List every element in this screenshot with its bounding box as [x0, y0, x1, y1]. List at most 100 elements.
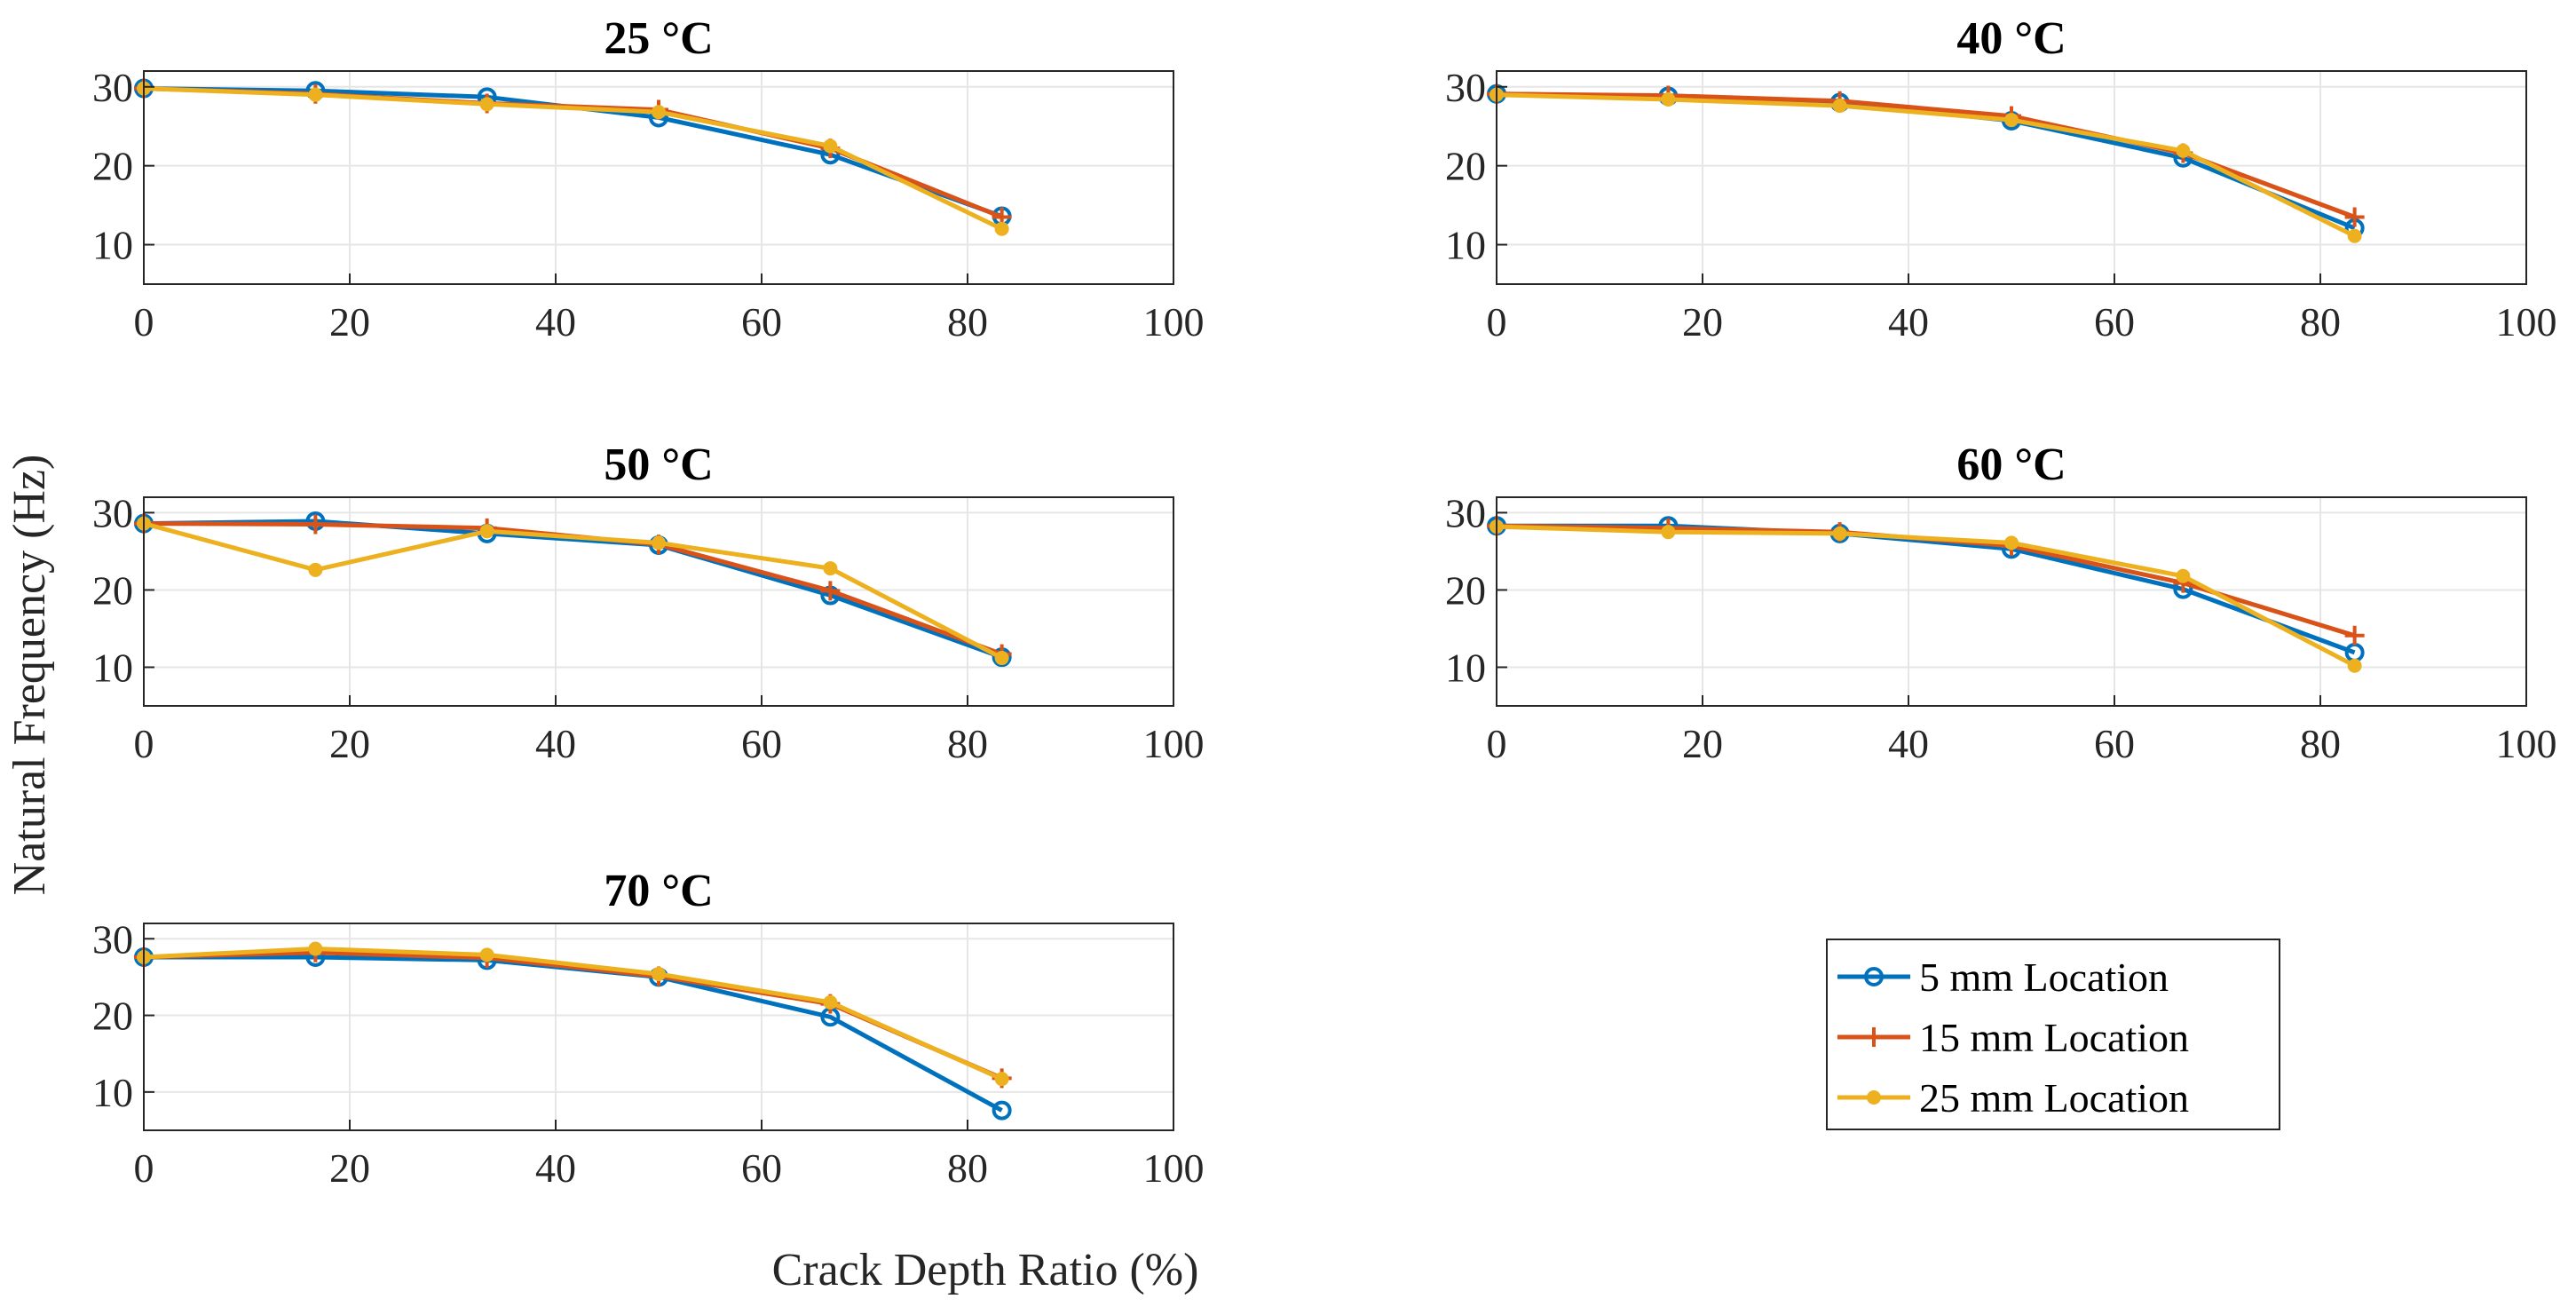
y-tick-label: 10 — [92, 223, 133, 268]
axes-box — [143, 496, 1174, 707]
y-tick-label: 10 — [92, 1070, 133, 1115]
x-tick-label: 0 — [134, 1145, 154, 1191]
data-point-dot — [2004, 113, 2019, 128]
y-tick-label: 10 — [1445, 223, 1486, 268]
data-point-dot — [2176, 568, 2191, 583]
legend-label-15mm: 15 mm Location — [1919, 1015, 2189, 1060]
x-tick-label: 80 — [947, 721, 988, 766]
chart-25-c: 0 20 40 60 80 100 10 20 30 25 °C — [92, 13, 1205, 345]
y-tick-label: 30 — [92, 916, 133, 962]
x-tick-label: 80 — [2300, 299, 2341, 345]
legend: 5 mm Location 15 mm Location 25 mm Locat… — [1826, 939, 2280, 1130]
chart-60-c: 0 20 40 60 80 100 10 20 30 60 °C — [1445, 440, 2557, 766]
data-point-dot — [652, 535, 666, 551]
x-tick-label: 80 — [2300, 721, 2341, 766]
axes-box — [1496, 496, 2527, 707]
x-tick-label: 0 — [1487, 721, 1507, 766]
x-tick-label: 40 — [535, 721, 576, 766]
legend-entry-15mm: 15 mm Location — [1837, 1015, 2189, 1060]
chart-title: 25 °C — [604, 13, 713, 64]
data-point-dot — [823, 561, 838, 576]
x-tick-label: 60 — [2094, 299, 2135, 345]
series-line-25-mm-location — [1496, 524, 2356, 668]
plot-area — [1497, 71, 2526, 284]
axes-box — [1496, 70, 2527, 285]
y-tick-label: 30 — [92, 490, 133, 535]
data-point-dot — [308, 87, 323, 102]
x-tick-label: 80 — [947, 1145, 988, 1191]
data-point-plus — [2344, 625, 2365, 646]
chart-50-c: 0 20 40 60 80 100 10 20 30 50 °C — [92, 440, 1205, 766]
chart-title: 50 °C — [604, 440, 713, 490]
series-line-25-mm-location — [143, 521, 1003, 661]
data-point-dot — [308, 562, 323, 577]
series-line-25-mm-location — [1496, 92, 2356, 239]
legend-label-25mm: 25 mm Location — [1919, 1075, 2189, 1121]
data-point-dot — [994, 221, 1009, 236]
data-point-dot — [1661, 92, 1676, 107]
data-point-dot — [823, 994, 838, 1010]
figure-xlabel: Crack Depth Ratio (%) — [772, 1245, 1199, 1295]
x-tick-label: 100 — [2496, 299, 2557, 345]
y-tick-label: 10 — [1445, 645, 1486, 690]
x-tick-label: 20 — [329, 1145, 370, 1191]
y-tick-label: 20 — [92, 567, 133, 613]
data-point-dot — [1832, 526, 1847, 541]
data-point-plus — [2344, 207, 2365, 227]
y-tick-label: 20 — [92, 144, 133, 189]
legend-entry-5mm: 5 mm Location — [1837, 955, 2169, 1000]
x-tick-label: 60 — [2094, 721, 2135, 766]
legend-label-5mm: 5 mm Location — [1919, 955, 2169, 1000]
x-tick-label: 60 — [741, 299, 782, 345]
data-point-dot — [994, 651, 1009, 666]
y-tick-label: 20 — [1445, 567, 1486, 613]
x-tick-label: 20 — [329, 299, 370, 345]
data-point-circle — [992, 1100, 1012, 1121]
x-tick-label: 100 — [1143, 721, 1205, 766]
data-point-dot — [652, 105, 666, 120]
x-tick-label: 40 — [1888, 299, 1929, 345]
y-tick-label: 30 — [1445, 65, 1486, 110]
data-point-dot — [479, 947, 494, 962]
chart-title: 70 °C — [604, 866, 713, 916]
x-tick-label: 100 — [1143, 299, 1205, 345]
chart-title: 60 °C — [1956, 440, 2066, 490]
data-point-dot — [479, 524, 494, 539]
chart-70-c: 0 20 40 60 80 100 10 20 30 70 °C — [92, 866, 1205, 1191]
series-line-25-mm-location — [143, 86, 1003, 232]
series-line-25-mm-location — [143, 947, 1003, 1081]
data-point-dot — [652, 966, 666, 981]
data-point-dot — [823, 139, 838, 154]
y-tick-label: 10 — [92, 645, 133, 690]
y-tick-label: 30 — [92, 65, 133, 110]
data-point-dot — [1832, 99, 1847, 114]
x-tick-label: 40 — [535, 299, 576, 345]
chart-title: 40 °C — [1956, 13, 2066, 64]
legend-marker-plus — [1864, 1027, 1884, 1047]
data-point-plus — [305, 514, 326, 535]
x-tick-label: 60 — [741, 721, 782, 766]
y-tick-label: 20 — [92, 994, 133, 1039]
x-tick-label: 0 — [134, 721, 154, 766]
x-tick-label: 20 — [1682, 299, 1723, 345]
x-tick-label: 100 — [1143, 1145, 1205, 1191]
data-point-dot — [308, 941, 323, 956]
legend-marker-circle — [1864, 967, 1884, 986]
x-tick-label: 80 — [947, 299, 988, 345]
axes-box — [143, 70, 1174, 285]
y-tick-label: 20 — [1445, 144, 1486, 189]
figure-ylabel: Natural Frequency (Hz) — [4, 455, 55, 896]
x-tick-label: 60 — [741, 1145, 782, 1191]
legend-marker-dot — [1867, 1090, 1881, 1105]
series-line-5-mm-location — [143, 519, 1003, 660]
data-point-dot — [1661, 525, 1676, 540]
data-point-dot — [2176, 143, 2191, 158]
data-point-dot — [479, 97, 494, 112]
data-point-dot — [2347, 228, 2362, 243]
data-point-plus — [820, 581, 841, 601]
x-tick-label: 20 — [329, 721, 370, 766]
data-point-dot — [2004, 535, 2019, 551]
chart-40-c: 0 20 40 60 80 100 10 20 30 40 °C — [1445, 13, 2557, 345]
y-tick-label: 30 — [1445, 490, 1486, 535]
